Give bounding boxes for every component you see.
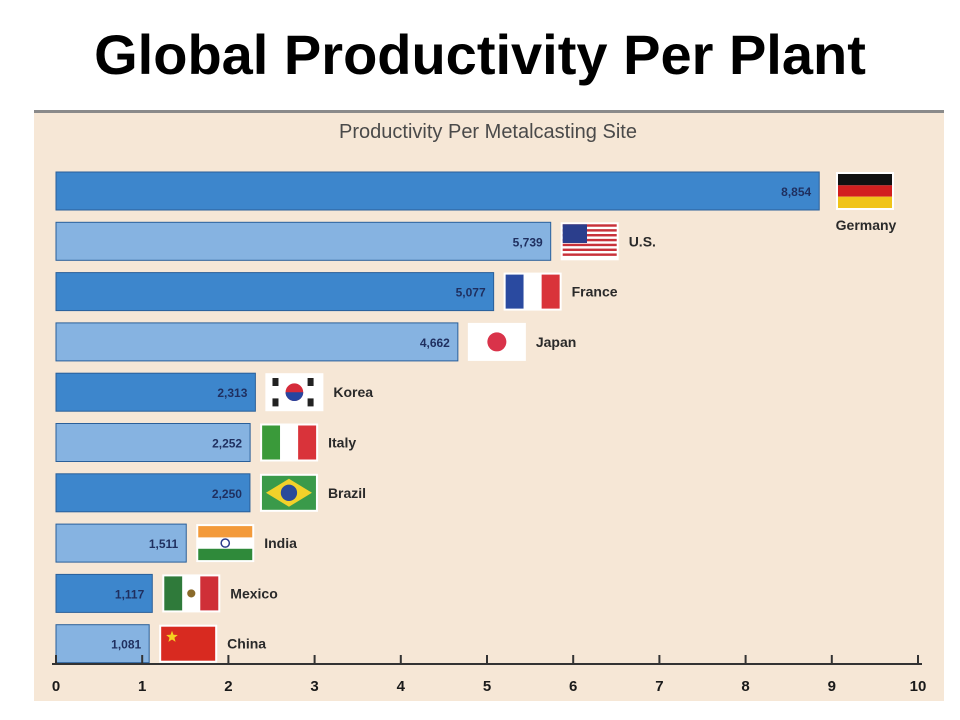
flag-stripe: [562, 224, 588, 243]
bar: [55, 573, 153, 613]
x-tick-label: 3: [310, 678, 318, 695]
flag-stripe: [262, 425, 281, 460]
bar: [55, 523, 187, 563]
france-flag-icon: [503, 272, 562, 311]
category-label: Germany: [836, 217, 897, 233]
x-tick-label: 6: [569, 678, 577, 695]
flag-stripe: [198, 526, 253, 538]
bar-group: 2,250 Brazil: [55, 473, 366, 513]
flag-stripe: [298, 425, 317, 460]
flag-stripe: [523, 274, 542, 309]
korea-flag-icon: [265, 373, 324, 412]
x-tick-label: 1: [138, 678, 146, 695]
x-tick-label: 8: [741, 678, 749, 695]
flag-stripe: [562, 224, 617, 227]
flag-stripe: [562, 243, 617, 247]
japan-flag-icon: [467, 322, 526, 361]
slide-title: Global Productivity Per Plant: [94, 23, 866, 86]
us-flag-icon: [560, 222, 619, 261]
data-label: 5,739: [513, 235, 543, 249]
bar: [55, 272, 495, 312]
category-label: Italy: [328, 435, 356, 451]
flag-globe: [280, 484, 298, 501]
category-label: China: [227, 636, 266, 652]
flag-stripe: [562, 248, 617, 252]
flag-stripe: [838, 185, 892, 197]
flag-stripe: [161, 626, 216, 661]
category-label: France: [572, 284, 618, 300]
category-label: Mexico: [230, 585, 277, 601]
data-label: 1,081: [111, 638, 141, 652]
bar: [55, 624, 150, 664]
x-tick-label: 9: [828, 678, 836, 695]
bar-group: 1,117 Mexico: [55, 573, 278, 613]
flag-stripe: [562, 229, 617, 232]
data-label: 2,252: [212, 437, 242, 451]
category-label: Japan: [536, 334, 576, 350]
germany-flag-icon: [836, 172, 894, 210]
bar-group: 5,739 U.S.: [55, 221, 656, 261]
data-label: 1,117: [115, 587, 145, 601]
data-label: 2,313: [217, 386, 247, 400]
india-flag-icon: [196, 524, 255, 563]
category-label: Brazil: [328, 485, 366, 501]
bar-group: 5,077 France: [55, 272, 618, 312]
flag-wheel: [220, 538, 231, 548]
china-flag-icon: [159, 624, 218, 663]
x-tick-label: 10: [910, 678, 927, 695]
data-label: 2,250: [212, 487, 242, 501]
flag-stripe: [198, 537, 253, 549]
data-label: 8,854: [781, 185, 811, 199]
category-label: Korea: [333, 384, 373, 400]
bar-group: 2,252 Italy: [55, 423, 356, 462]
mexico-flag-icon: [162, 574, 221, 613]
flag-disc: [487, 332, 507, 352]
flag-stripe: [505, 274, 524, 309]
flag-stripe: [200, 576, 219, 611]
bar-group: 1,081 China: [55, 624, 266, 664]
x-tick-label: 2: [224, 678, 232, 695]
flag-stripe: [280, 425, 299, 460]
flag-stripe: [307, 378, 314, 386]
italy-flag-icon: [260, 423, 319, 462]
data-label: 1,511: [149, 537, 179, 551]
category-label: U.S.: [629, 233, 656, 249]
flag-stripe: [272, 378, 279, 386]
brazil-flag-icon: [259, 473, 318, 512]
category-label: India: [264, 535, 297, 551]
x-tick-label: 7: [655, 678, 663, 695]
flag-stripe: [272, 398, 279, 407]
data-label: 4,662: [420, 336, 450, 350]
bar: [55, 221, 552, 261]
flag-emblem: [187, 589, 196, 598]
flag-stripe: [838, 196, 892, 208]
flag-star: [166, 630, 178, 642]
flag-stripe: [198, 548, 253, 561]
bar: [55, 423, 251, 462]
flag-stripe: [307, 398, 314, 407]
bar-group: 1,511 India: [55, 523, 297, 563]
flag-stripe: [562, 234, 617, 237]
flag-stripe: [838, 174, 892, 186]
x-tick-label: 5: [483, 678, 491, 695]
flag-disc-half: [285, 392, 304, 402]
bar-group: 4,662 Japan: [55, 322, 576, 362]
bar-group: 8,854 Germany: [55, 171, 897, 233]
bar: [55, 171, 820, 211]
bar: [55, 322, 459, 362]
bar: [55, 372, 256, 412]
data-label: 5,077: [456, 286, 486, 300]
flag-stripe: [541, 274, 560, 309]
flag-stripe: [562, 238, 617, 242]
flag-stripe: [562, 253, 617, 256]
x-tick-label: 4: [397, 678, 406, 695]
chart-title: Productivity Per Metalcasting Site: [339, 121, 637, 143]
flag-stripe: [164, 576, 183, 611]
bar-group: 2,313 Korea: [55, 372, 373, 412]
x-tick-label: 0: [52, 678, 60, 695]
bar: [55, 473, 251, 513]
